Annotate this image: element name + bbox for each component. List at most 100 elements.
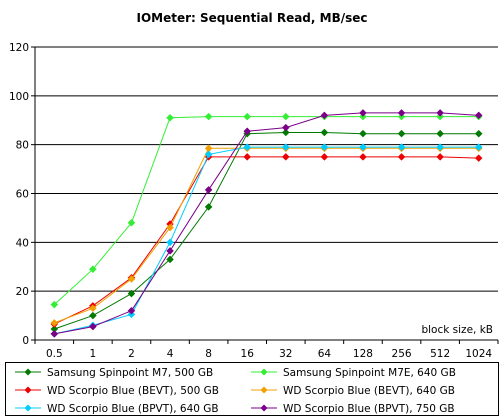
x-axis-label: block size, kB [421,324,493,336]
legend-swatch-marker [260,404,268,412]
series-line [54,112,479,335]
data-point [89,304,97,313]
legend-box [5,362,499,416]
data-point [89,265,97,274]
series-group [50,112,483,309]
data-point [474,143,483,151]
axes: 0 20 40 60 80 100 120 0.5 1 2 4 8 16 32 64 128 256 512 102… [9,42,499,360]
data-point [166,238,174,247]
data-point [474,111,483,120]
data-point [359,153,367,161]
x-tick-label: 1024 [465,348,492,360]
data-point [204,150,213,159]
data-point [397,143,406,151]
y-tick-label: 20 [16,286,29,298]
legend-item: WD Scorpio Blue (BEVT), 500 GB [15,385,219,397]
data-point [436,129,444,138]
series-line [54,156,479,325]
x-tick-label: 0.5 [46,348,63,360]
legend-item: WD Scorpio Blue (BPVT), 640 GB [15,403,219,415]
legend-item: WD Scorpio Blue (BEVT), 640 GB [251,385,455,397]
series-group [50,144,483,327]
data-point [127,275,136,283]
data-point [397,109,406,117]
legend-label: Samsung Spinpoint M7E, 640 GB [283,367,456,379]
data-point [320,128,329,137]
data-point [281,112,290,121]
data-point [397,129,406,138]
y-tick-label: 40 [16,237,29,249]
legend-swatch-marker [24,368,32,376]
data-point [204,203,213,211]
x-tick-label: 256 [392,348,412,360]
series-group [50,128,483,333]
series-group [50,109,483,338]
legend-swatch-marker [260,386,268,394]
x-tick-label: 32 [279,348,292,360]
data-point [359,143,367,151]
data-point [127,289,136,298]
series [50,109,483,338]
legend-swatch-marker [260,368,268,376]
legend-item: Samsung Spinpoint M7E, 640 GB [251,367,456,379]
data-point [281,123,290,132]
data-point [474,129,483,138]
legend-label: WD Scorpio Blue (BEVT), 640 GB [283,385,455,397]
data-point [89,311,97,320]
legend-label: WD Scorpio Blue (BPVT), 750 GB [283,403,455,415]
data-point [320,143,329,151]
series-group [50,143,483,338]
x-tick-label: 4 [167,348,174,360]
legend-swatch-marker [24,386,32,394]
data-point [436,153,444,161]
data-point [204,112,213,121]
y-tick-label: 120 [9,42,29,54]
data-point [397,153,406,161]
y-tick-label: 60 [16,189,29,201]
x-tick-label: 16 [241,348,255,360]
data-point [243,153,252,161]
y-tick-label: 80 [16,140,29,152]
data-point [50,330,59,338]
data-point [166,255,174,264]
data-point [436,109,444,117]
data-point [320,111,329,120]
x-tick-label: 512 [430,348,450,360]
data-point [127,306,136,315]
data-point [243,143,252,151]
data-point [50,300,59,309]
data-point [474,154,483,162]
data-point [359,129,367,138]
legend-label: WD Scorpio Blue (BPVT), 640 GB [47,403,219,415]
series-group [50,153,483,328]
x-tick-label: 1 [90,348,97,360]
legend-item: Samsung Spinpoint M7, 500 GB [15,367,213,379]
legend-label: WD Scorpio Blue (BEVT), 500 GB [47,385,219,397]
y-tick-label: 100 [9,91,29,103]
data-point [89,322,97,331]
data-point [320,153,329,161]
chart-title: IOMeter: Sequential Read, MB/sec [136,11,367,25]
legend-swatch-marker [24,404,32,412]
series-line [54,146,479,335]
data-point [166,247,174,255]
data-point [359,109,367,117]
data-point [243,112,252,121]
legend-label: Samsung Spinpoint M7, 500 GB [47,367,213,379]
x-tick-label: 64 [318,348,332,360]
legend: Samsung Spinpoint M7, 500 GB Samsung Spin… [5,362,499,416]
data-point [204,185,213,194]
data-point [127,218,136,227]
x-tick-label: 128 [353,348,373,360]
data-point [281,128,290,137]
series-line [54,132,479,330]
x-tick-label: 8 [205,348,212,360]
data-point [166,223,174,232]
data-point [281,143,290,151]
legend-item: WD Scorpio Blue (BPVT), 750 GB [251,403,455,415]
data-point [281,153,290,161]
x-tick-label: 2 [128,348,135,360]
data-point [436,143,444,151]
series-line [54,147,479,324]
